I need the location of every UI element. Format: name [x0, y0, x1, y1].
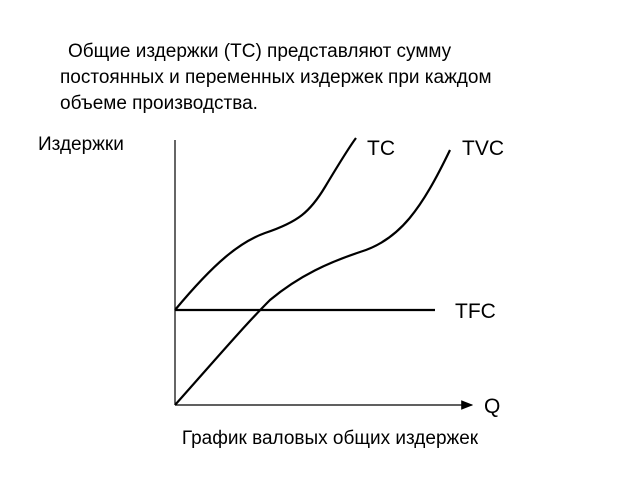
- description-line: объеме производства.: [60, 93, 258, 114]
- y-axis-label: Издержки: [38, 134, 124, 155]
- curve-label: TFC: [455, 300, 496, 323]
- curve-label: TVC: [462, 137, 504, 160]
- description-line: постоянных и переменных издержек при каж…: [60, 67, 492, 88]
- tvc-curve: [174, 149, 451, 406]
- curve-label: TC: [367, 137, 395, 160]
- x-axis-label: Q: [484, 395, 500, 418]
- caption: График валовых общих издержек: [182, 428, 479, 449]
- description-line: Общие издержки (TC) представляют сумму: [68, 41, 452, 62]
- tc-curve: [174, 137, 357, 311]
